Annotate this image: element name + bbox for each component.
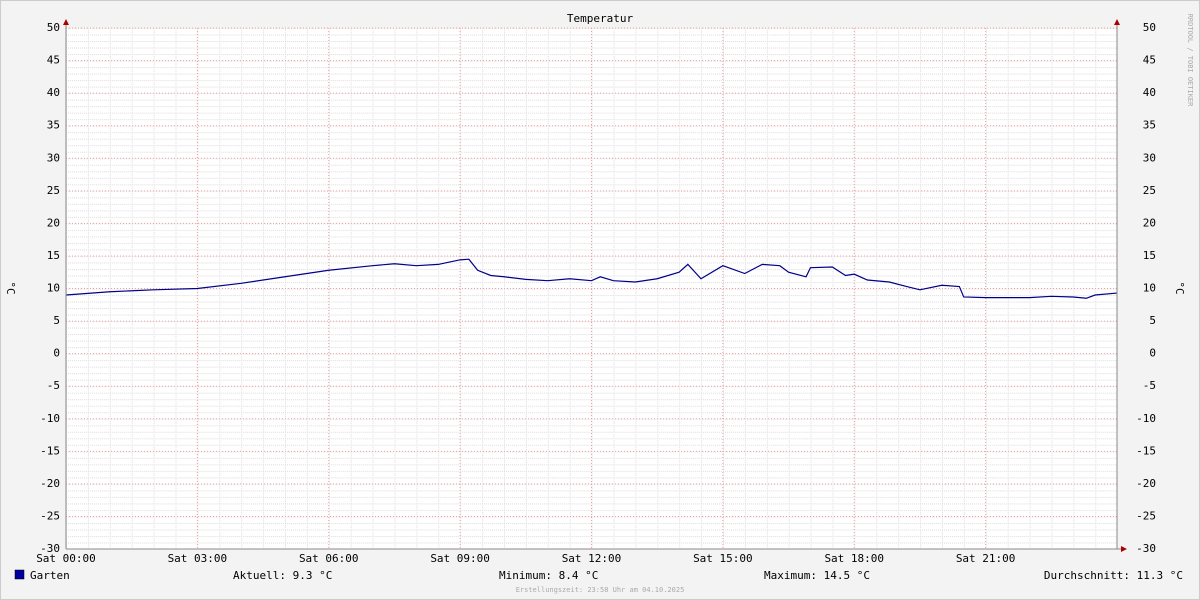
y2-tick-label: 25 bbox=[1143, 184, 1156, 197]
footer: Erstellungszeit: 23:58 Uhr am 04.10.2025 bbox=[516, 586, 685, 594]
y2-tick-label: 20 bbox=[1143, 216, 1156, 229]
y-tick-label: 25 bbox=[47, 184, 60, 197]
y2-tick-label: -15 bbox=[1136, 444, 1156, 457]
x-tick-label: Sat 15:00 bbox=[693, 552, 753, 565]
x-tick-label: Sat 21:00 bbox=[956, 552, 1016, 565]
y2-tick-label: -30 bbox=[1136, 542, 1156, 555]
stat: Aktuell: 9.3 °C bbox=[233, 569, 332, 582]
y2-tick-label: 45 bbox=[1143, 54, 1156, 67]
y2-axis-label: °C bbox=[1173, 281, 1186, 294]
y-tick-label: 50 bbox=[47, 21, 60, 34]
plot bbox=[65, 27, 1118, 550]
y2-tick-label: 40 bbox=[1143, 86, 1156, 99]
y-tick-label: -5 bbox=[47, 379, 60, 392]
y2-tick-label: 5 bbox=[1149, 314, 1156, 327]
y2-tick-label: 35 bbox=[1143, 119, 1156, 132]
x-tick-label: Sat 03:00 bbox=[168, 552, 228, 565]
y-tick-label: 40 bbox=[47, 86, 60, 99]
y-axis-label: °C bbox=[4, 281, 17, 294]
x-tick-label: Sat 06:00 bbox=[299, 552, 359, 565]
stat: Durchschnitt: 11.3 °C bbox=[1044, 569, 1183, 582]
series-line bbox=[65, 258, 1118, 299]
chart-title: Temperatur bbox=[567, 12, 634, 25]
legend-label: Garten bbox=[30, 569, 70, 582]
stat: Minimum: 8.4 °C bbox=[499, 569, 598, 582]
y-tick-label: -25 bbox=[40, 509, 60, 522]
y-tick-label: -15 bbox=[40, 444, 60, 457]
y-tick-label: 15 bbox=[47, 249, 60, 262]
y2-tick-label: 50 bbox=[1143, 21, 1156, 34]
y-tick-label: 35 bbox=[47, 119, 60, 132]
y-tick-label: 10 bbox=[47, 282, 60, 295]
y2-tick-label: 15 bbox=[1143, 249, 1156, 262]
legend-swatch bbox=[14, 569, 25, 580]
y2-tick-label: -20 bbox=[1136, 477, 1156, 490]
y2-tick-label: 10 bbox=[1143, 282, 1156, 295]
x-tick-label: Sat 12:00 bbox=[562, 552, 622, 565]
y-tick-label: 20 bbox=[47, 216, 60, 229]
y2-tick-label: -25 bbox=[1136, 509, 1156, 522]
watermark: RRDTOOL / TOBI OETIKER bbox=[1186, 14, 1194, 108]
y-tick-label: 30 bbox=[47, 151, 60, 164]
stat: Maximum: 14.5 °C bbox=[764, 569, 870, 582]
y-tick-label: 45 bbox=[47, 54, 60, 67]
y2-tick-label: 30 bbox=[1143, 151, 1156, 164]
x-tick-label: Sat 18:00 bbox=[824, 552, 884, 565]
y2-tick-label: -10 bbox=[1136, 412, 1156, 425]
y-tick-label: -30 bbox=[40, 542, 60, 555]
x-tick-label: Sat 00:00 bbox=[36, 552, 96, 565]
y-tick-label: 5 bbox=[53, 314, 60, 327]
y2-tick-label: -5 bbox=[1143, 379, 1156, 392]
y2-tick-label: 0 bbox=[1149, 347, 1156, 360]
y-tick-label: -10 bbox=[40, 412, 60, 425]
x-tick-label: Sat 09:00 bbox=[430, 552, 490, 565]
y-tick-label: 0 bbox=[53, 347, 60, 360]
y-tick-label: -20 bbox=[40, 477, 60, 490]
